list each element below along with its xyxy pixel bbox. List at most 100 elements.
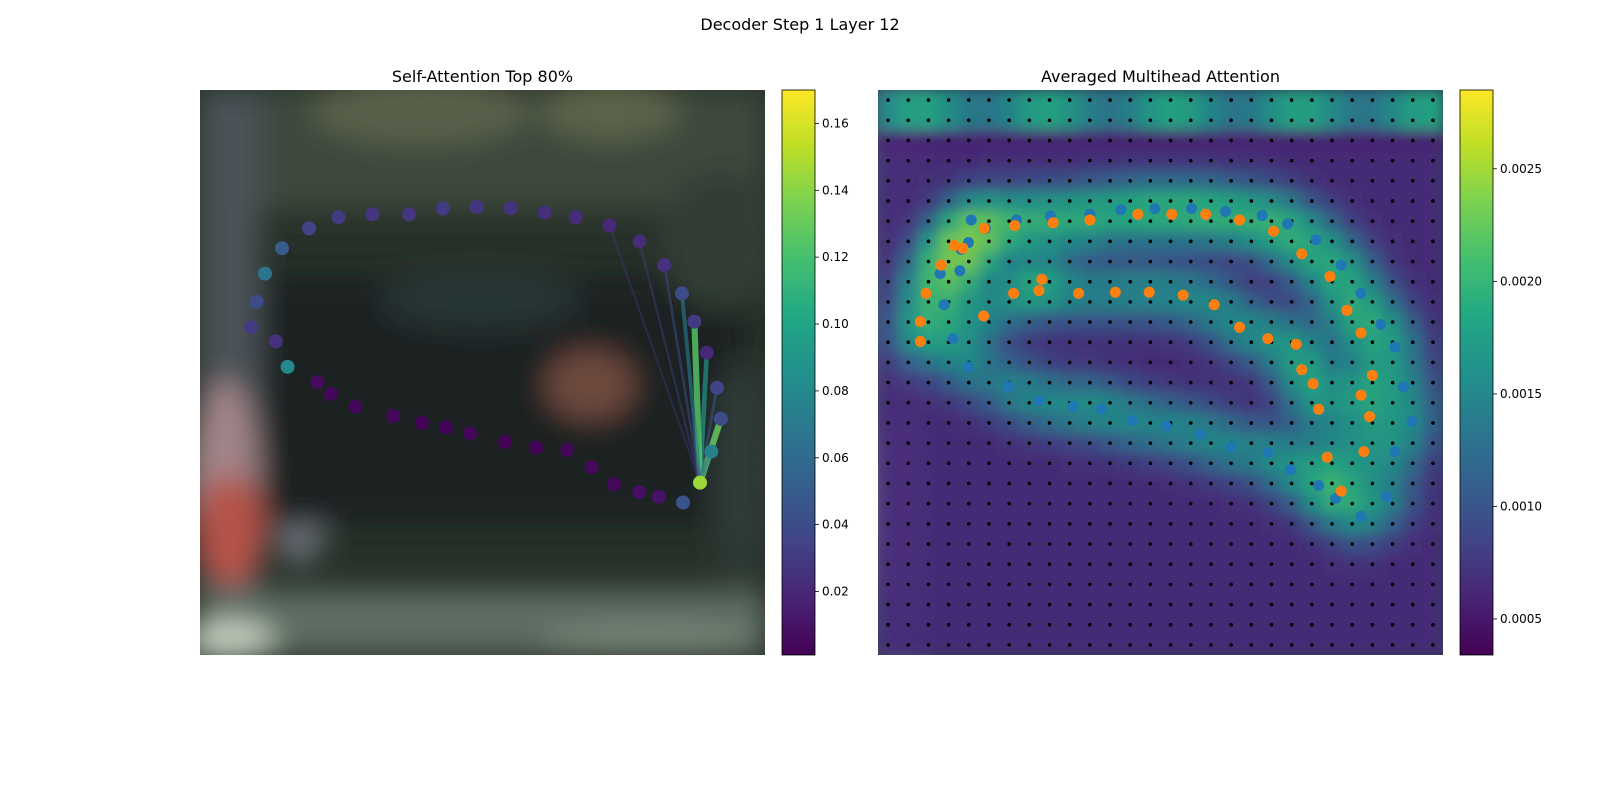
grid-dot bbox=[1168, 279, 1173, 284]
grid-dot bbox=[886, 98, 890, 102]
grid-dot bbox=[1027, 441, 1032, 445]
grid-dot bbox=[1188, 481, 1193, 486]
orange-series-point bbox=[1335, 485, 1347, 497]
grid-dot bbox=[1047, 622, 1052, 627]
grid-dot bbox=[886, 602, 890, 607]
attention-point bbox=[560, 442, 575, 457]
grid-dot bbox=[1370, 138, 1375, 143]
grid-dot bbox=[1067, 340, 1072, 345]
grid-dot bbox=[1128, 643, 1133, 647]
grid-dot bbox=[1269, 259, 1274, 264]
grid-dot bbox=[1047, 138, 1052, 143]
grid-dot bbox=[886, 400, 890, 405]
grid-dot bbox=[1209, 259, 1213, 264]
grid-dot bbox=[1088, 481, 1092, 486]
grid-dot bbox=[1390, 421, 1395, 425]
grid-dot bbox=[1209, 98, 1213, 102]
grid-dot bbox=[1269, 522, 1274, 526]
grid-dot bbox=[1088, 441, 1092, 445]
grid-dot bbox=[1209, 320, 1213, 324]
blue-series-point bbox=[1186, 203, 1198, 215]
grid-dot bbox=[1148, 360, 1153, 365]
grid-dot bbox=[1410, 138, 1415, 143]
grid-dot bbox=[1289, 158, 1294, 163]
grid-dot bbox=[1128, 158, 1133, 163]
grid-dot bbox=[1431, 300, 1435, 304]
grid-dot bbox=[1148, 582, 1153, 587]
grid-dot bbox=[926, 199, 931, 203]
orange-series-point bbox=[1262, 333, 1274, 345]
grid-dot bbox=[1027, 98, 1032, 102]
grid-dot bbox=[967, 259, 971, 264]
grid-dot bbox=[926, 380, 931, 385]
grid-dot bbox=[1410, 380, 1415, 385]
grid-dot bbox=[1370, 400, 1375, 405]
grid-dot bbox=[1330, 360, 1334, 365]
grid-dot bbox=[1350, 501, 1354, 506]
grid-dot bbox=[906, 542, 911, 546]
grid-dot bbox=[926, 421, 931, 425]
grid-dot bbox=[906, 118, 911, 123]
grid-dot bbox=[886, 501, 890, 506]
grid-dot bbox=[1229, 219, 1233, 223]
grid-dot bbox=[1108, 219, 1112, 223]
blue-series-point bbox=[1313, 480, 1325, 491]
grid-dot bbox=[1229, 239, 1233, 244]
grid-dot bbox=[1410, 118, 1415, 123]
grid-dot bbox=[906, 138, 911, 143]
grid-dot bbox=[1067, 421, 1072, 425]
grid-dot bbox=[1370, 582, 1375, 587]
grid-dot bbox=[1047, 582, 1052, 587]
grid-dot bbox=[967, 380, 971, 385]
grid-dot bbox=[1128, 259, 1133, 264]
grid-dot bbox=[1410, 219, 1415, 223]
grid-dot bbox=[1370, 199, 1375, 203]
grid-dot bbox=[926, 461, 931, 466]
attention-point bbox=[529, 440, 544, 455]
grid-dot bbox=[1007, 98, 1011, 102]
attention-edge bbox=[698, 386, 719, 485]
grid-dot bbox=[1168, 158, 1173, 163]
grid-dot bbox=[1027, 461, 1032, 466]
grid-dot bbox=[1289, 239, 1294, 244]
grid-dot bbox=[1047, 320, 1052, 324]
grid-dot bbox=[926, 582, 931, 587]
grid-dot bbox=[1310, 441, 1314, 445]
grid-dot bbox=[1108, 158, 1112, 163]
grid-dot bbox=[1188, 179, 1193, 183]
grid-dot bbox=[1148, 239, 1153, 244]
grid-dot bbox=[1330, 602, 1334, 607]
grid-dot bbox=[1168, 582, 1173, 587]
grid-dot bbox=[1431, 340, 1435, 345]
grid-dot bbox=[1289, 501, 1294, 506]
grid-dot bbox=[886, 340, 890, 345]
colorbar-tick-label: 0.04 bbox=[822, 518, 849, 532]
grid-dot bbox=[926, 400, 931, 405]
grid-dot bbox=[886, 300, 890, 304]
grid-dot bbox=[1431, 259, 1435, 264]
attention-point bbox=[310, 375, 325, 390]
grid-dot bbox=[1431, 562, 1435, 566]
grid-dot bbox=[1067, 461, 1072, 466]
grid-dot bbox=[1330, 622, 1334, 627]
grid-dot bbox=[1249, 643, 1254, 647]
grid-dot bbox=[987, 300, 991, 304]
grid-dot bbox=[1249, 461, 1254, 466]
grid-dot bbox=[906, 360, 911, 365]
grid-dot bbox=[967, 199, 971, 203]
grid-dot bbox=[1168, 501, 1173, 506]
orange-series-point bbox=[1036, 273, 1048, 285]
orange-series-point bbox=[1366, 369, 1378, 381]
grid-dot bbox=[906, 622, 911, 627]
grid-dot bbox=[1350, 300, 1354, 304]
grid-dot bbox=[1047, 259, 1052, 264]
grid-dot bbox=[1289, 259, 1294, 264]
grid-dot bbox=[1128, 542, 1133, 546]
grid-dot bbox=[1188, 199, 1193, 203]
grid-dot bbox=[1310, 279, 1314, 284]
grid-dot bbox=[1128, 179, 1133, 183]
grid-dot bbox=[926, 522, 931, 526]
grid-dot bbox=[987, 380, 991, 385]
grid-dot bbox=[906, 602, 911, 607]
